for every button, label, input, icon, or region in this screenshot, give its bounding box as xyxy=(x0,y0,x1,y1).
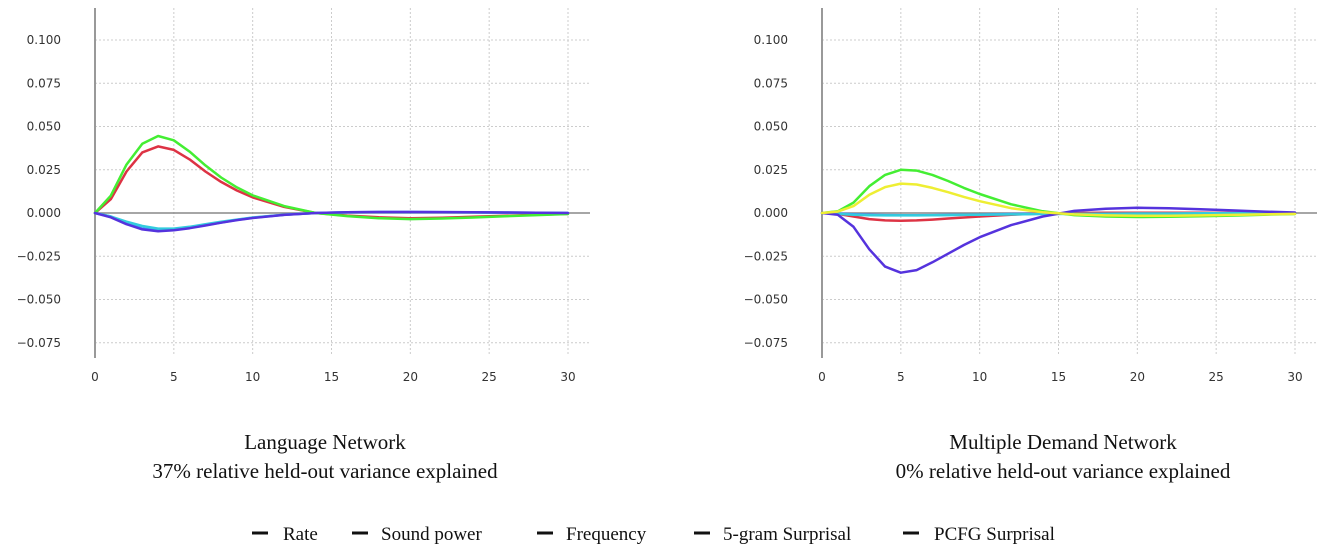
x-tick-label: 5 xyxy=(170,370,178,384)
y-tick-label: −0.075 xyxy=(17,336,61,350)
panel-subtitle-language: 37% relative held-out variance explained xyxy=(152,459,498,483)
y-tick-label: 0.000 xyxy=(754,206,788,220)
y-tick-label: 0.100 xyxy=(27,33,61,47)
x-tick-label: 15 xyxy=(324,370,339,384)
x-tick-label: 0 xyxy=(818,370,826,384)
x-tick-label: 25 xyxy=(1209,370,1224,384)
y-tick-label: −0.025 xyxy=(744,249,788,263)
y-tick-label: 0.025 xyxy=(27,163,61,177)
multiple-demand-network-panel: 0.100 0.075 0.050 0.025 0.000 −0.025 −0.050 −0.… xyxy=(744,8,1317,384)
legend: Rate Sound power Frequency 5-gram Surpri… xyxy=(252,524,1055,545)
y-tick-label: 0.050 xyxy=(27,120,61,134)
x-tick-label: 30 xyxy=(560,370,575,384)
y-tick-label: −0.050 xyxy=(744,293,788,307)
y-tick-label: 0.075 xyxy=(27,76,61,90)
legend-label-sound-power: Sound power xyxy=(381,524,482,545)
x-tick-label: 0 xyxy=(91,370,99,384)
series-line-pcfg-surprisal-multiple-demand xyxy=(820,206,1297,274)
y-tick-label: 0.100 xyxy=(754,33,788,47)
series-line-pcfg-surprisal-language xyxy=(93,210,570,233)
panel-title-language: Language Network xyxy=(244,430,406,454)
y-tick-label: −0.075 xyxy=(744,336,788,350)
legend-label-5gram-surprisal: 5-gram Surprisal xyxy=(723,524,851,545)
y-tick-label: 0.075 xyxy=(754,76,788,90)
x-tick-label: 30 xyxy=(1287,370,1302,384)
y-tick-label: 0.000 xyxy=(27,206,61,220)
series-line-frequency-multiple-demand xyxy=(820,211,1297,217)
y-tick-label: 0.050 xyxy=(754,120,788,134)
legend-label-rate: Rate xyxy=(283,524,318,545)
language-network-panel: 0.100 0.075 0.050 0.025 0.000 −0.025 −0.050 −0.… xyxy=(17,8,590,384)
x-tick-label: 10 xyxy=(245,370,260,384)
panel-subtitle-multiple-demand: 0% relative held-out variance explained xyxy=(896,459,1231,483)
x-tick-label: 10 xyxy=(972,370,987,384)
x-tick-label: 20 xyxy=(1130,370,1145,384)
x-tick-label: 20 xyxy=(403,370,418,384)
series-line-unlabeled-multiple-demand xyxy=(820,182,1297,218)
y-tick-label: −0.050 xyxy=(17,293,61,307)
y-tick-label: 0.025 xyxy=(754,163,788,177)
x-tick-label: 15 xyxy=(1051,370,1066,384)
x-tick-label: 25 xyxy=(482,370,497,384)
y-tick-label: −0.025 xyxy=(17,249,61,263)
legend-label-frequency: Frequency xyxy=(566,524,647,545)
series-line-5-gram-surprisal-language xyxy=(93,134,570,221)
legend-label-pcfg-surprisal: PCFG Surprisal xyxy=(934,524,1055,545)
panel-title-multiple-demand: Multiple Demand Network xyxy=(949,430,1177,454)
x-tick-label: 5 xyxy=(897,370,905,384)
